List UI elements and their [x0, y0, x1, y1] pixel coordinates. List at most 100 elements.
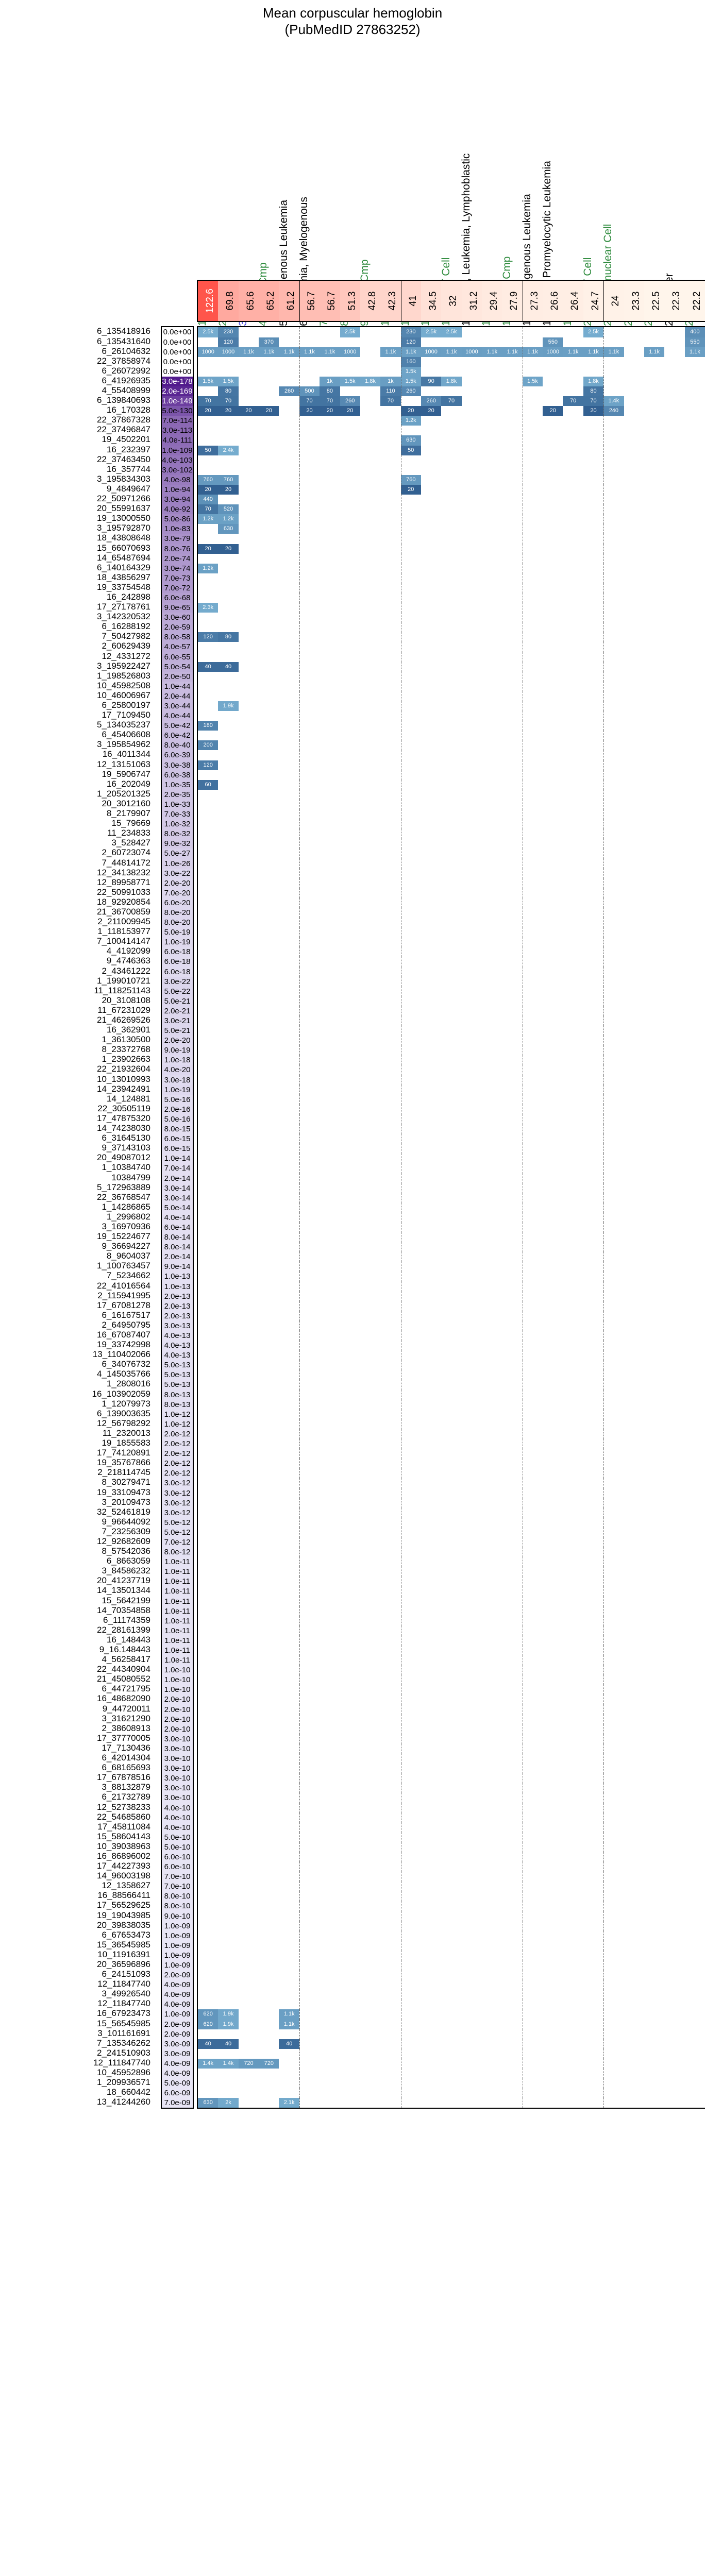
heatmap-row: [198, 1980, 705, 1990]
row-pvalue: 1.0e-11: [162, 1655, 193, 1666]
heatmap-cell: 1.5k: [340, 376, 360, 386]
heatmap-cell: 1.9k: [218, 2009, 239, 2020]
column-group-separator: [299, 583, 300, 593]
column-group-separator: [299, 740, 300, 751]
column-group-separator: [603, 622, 605, 633]
heatmap-cell: 2.4k: [218, 445, 239, 455]
row-label: 8_23372768: [102, 1044, 150, 1055]
column-group-separator: [299, 1498, 300, 1508]
row-pvalue: 5.0e-12: [162, 1517, 193, 1528]
column-group-separator: [603, 1006, 605, 1016]
row-label: 12_11847740: [97, 1998, 150, 2009]
row-label: 12_1358627: [102, 1880, 150, 1891]
heatmap-row: [198, 1341, 705, 1351]
column-group-separator: [603, 1783, 605, 1793]
column-group-separator: [299, 642, 300, 652]
column-group-separator: [603, 711, 605, 721]
column-group-separator: [299, 1842, 300, 1852]
row-label: 6_135431640: [96, 336, 150, 346]
row-label: 8_2179907: [106, 808, 150, 819]
column-group-separator: [603, 652, 605, 662]
row-pvalue: 6.0e-20: [162, 897, 193, 908]
heatmap-cell: 1.2k: [198, 514, 219, 524]
heatmap-cell: 1.1k: [238, 347, 259, 357]
column-group-separator: [299, 1852, 300, 1862]
column-group-separator: [299, 671, 300, 682]
column-group-separator: [603, 1045, 605, 1056]
heatmap-row: [198, 1950, 705, 1960]
row-pvalue: 2.0e-50: [162, 671, 193, 682]
row-pvalue: 1.0e-09: [162, 1930, 193, 1941]
column-group-separator: [603, 1311, 605, 1321]
heatmap-cell: 2.5k: [421, 327, 442, 337]
column-group-separator: [603, 1734, 605, 1744]
row-label: 6_41926935: [102, 375, 150, 385]
row-pvalue: 4.0e-09: [162, 1980, 193, 1990]
row-pvalue: 3.0e-12: [162, 1478, 193, 1488]
heatmap-row: [198, 829, 705, 839]
heatmap-row: [198, 1704, 705, 1715]
row-label: 19_4502201: [102, 434, 150, 445]
row-label: 14_65487694: [96, 552, 150, 563]
heatmap-row: [198, 1350, 705, 1361]
heatmap-cell: 1k: [380, 376, 401, 386]
column-group-separator: [603, 544, 605, 554]
heatmap-row: [198, 897, 705, 908]
heatmap-row: [198, 465, 705, 475]
row-label: 5_134035237: [96, 720, 150, 730]
column-group-separator: [299, 652, 300, 662]
column-group-separator: [299, 809, 300, 820]
heatmap-cell: 1.1k: [441, 347, 462, 357]
row-pvalue: 2.0e-14: [162, 1173, 193, 1183]
heatmap-row: [198, 1419, 705, 1429]
column-group-separator: [603, 721, 605, 731]
column-group-separator: [603, 1754, 605, 1764]
column-score-24: 22.3: [664, 281, 685, 321]
heatmap-cell: 2.5k: [441, 327, 462, 337]
column-group-separator: [299, 1272, 300, 1282]
column-group-separator: [603, 1743, 605, 1754]
column-group-separator: [299, 1734, 300, 1744]
heatmap-row: 630 2k 2.1k: [198, 2098, 705, 2108]
heatmap-row: [198, 976, 705, 987]
column-group-separator: [603, 1842, 605, 1852]
heatmap-row: [198, 1389, 705, 1400]
heatmap-row: [198, 1655, 705, 1666]
column-group-separator: [299, 1704, 300, 1715]
heatmap-cell: 550: [684, 337, 705, 347]
column-group-separator: [299, 750, 300, 760]
row-pvalue: 3.0e-60: [162, 613, 193, 623]
column-score-strip: 122.6 69.8 65.6 65.2 61.2 56.7 56.7 51.3 42.8 42.…: [197, 280, 705, 323]
row-label: 19_33109473: [96, 1487, 150, 1497]
column-group-separator: [299, 1832, 300, 1842]
heatmap-row: [198, 1212, 705, 1223]
column-group-separator: [603, 2088, 605, 2098]
heatmap-row: [198, 1882, 705, 1892]
heatmap-row: 120 370 120 550 550: [198, 337, 705, 347]
heatmap-cell: 20: [421, 406, 442, 416]
row-label: 12_111847740: [93, 2057, 150, 2067]
row-pvalue: 3.0e-102: [162, 465, 193, 475]
row-label: 11_67231029: [97, 1005, 150, 1015]
column-group-separator: [299, 1891, 300, 1902]
row-label: 3_84586232: [102, 1566, 150, 1576]
row-pvalue: 4.0e-09: [162, 2058, 193, 2069]
heatmap-row: [198, 770, 705, 780]
row-label: 17_47875320: [96, 1113, 150, 1123]
column-group-separator: [603, 1882, 605, 1892]
column-group-separator: [603, 2029, 605, 2039]
column-score-17: 27.3: [522, 281, 543, 321]
heatmap-cell: 20: [198, 484, 219, 495]
heatmap-row: [198, 613, 705, 623]
heatmap-cell: 550: [543, 337, 563, 347]
row-label: 22_21932604: [96, 1064, 150, 1074]
heatmap-cell: 20: [198, 406, 219, 416]
column-group-separator: [603, 386, 605, 397]
heatmap-row: [198, 1084, 705, 1095]
pvalue-column: 0.0e+00 0.0e+00 0.0e+00 0.0e+00 0.0e+00 3.0e-…: [161, 326, 194, 2109]
column-group-separator: [299, 1547, 300, 1557]
column-group-separator: [603, 1065, 605, 1075]
column-group-separator: [603, 1567, 605, 1577]
column-group-separator: [603, 2019, 605, 2029]
row-pvalue: 8.0e-13: [162, 1389, 193, 1400]
